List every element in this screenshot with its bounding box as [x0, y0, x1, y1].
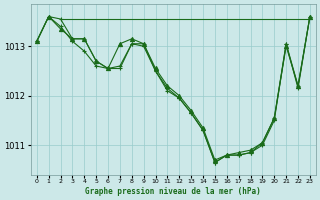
X-axis label: Graphe pression niveau de la mer (hPa): Graphe pression niveau de la mer (hPa) [85, 187, 261, 196]
